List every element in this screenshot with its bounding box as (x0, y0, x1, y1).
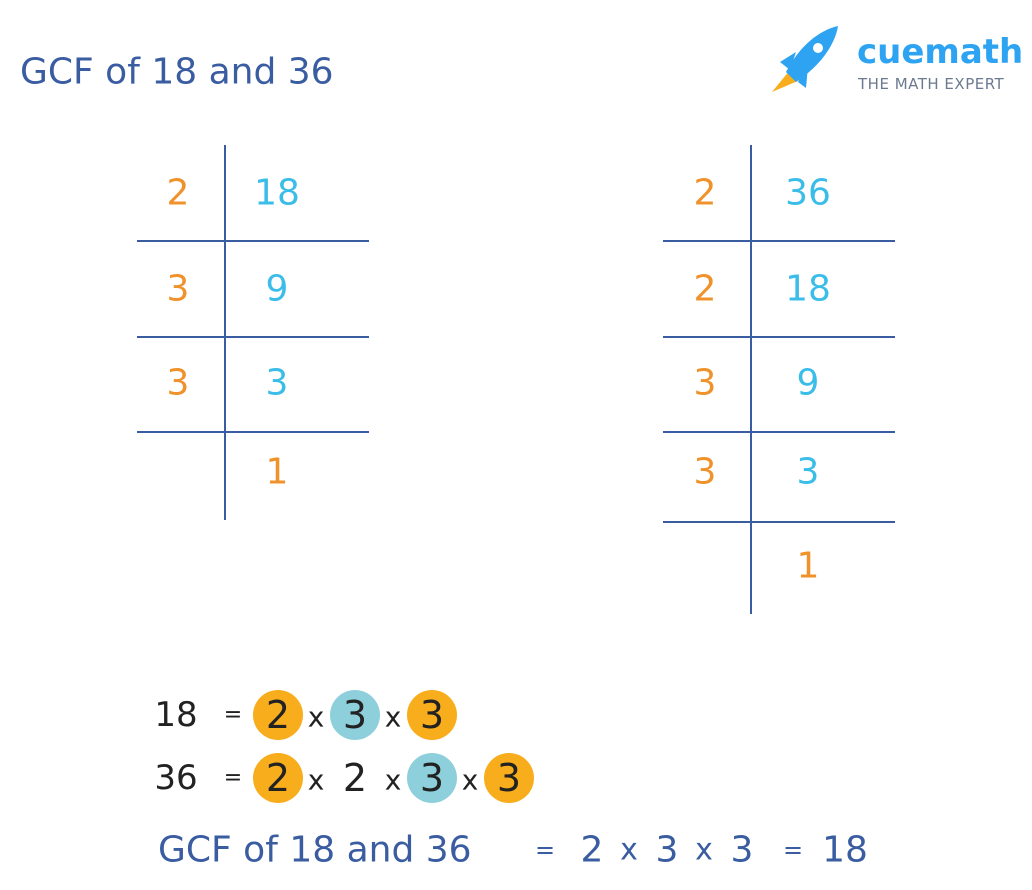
equals: = (224, 766, 242, 791)
divisor: 3 (167, 269, 190, 310)
result-factor: 2 (581, 830, 604, 871)
logo-tagline: THE MATH EXPERT (857, 75, 1005, 93)
logo: cuemath THE MATH EXPERT (772, 26, 1023, 93)
quotient: 36 (785, 173, 831, 214)
operator: x (385, 764, 402, 797)
equals: = (535, 836, 555, 864)
factor-highlight (330, 690, 380, 740)
number: 18 (154, 695, 197, 735)
divisor: 2 (694, 173, 717, 214)
operator: x (695, 833, 713, 868)
factor: 2 (343, 756, 367, 800)
quotient: 18 (254, 173, 300, 214)
operator: x (462, 764, 479, 797)
quotient: 1 (797, 546, 820, 587)
divisor: 3 (694, 363, 717, 404)
logo-name: cuemath (857, 32, 1023, 72)
equals: = (783, 836, 803, 864)
quotient: 9 (797, 363, 820, 404)
result-value: 18 (822, 830, 868, 871)
rocket-window (813, 43, 823, 53)
divisor: 2 (694, 269, 717, 310)
factor: 2 (266, 756, 290, 800)
operator: x (308, 701, 325, 734)
result-factor: 3 (731, 830, 754, 871)
result-factor: 3 (656, 830, 679, 871)
factor-highlight (484, 753, 534, 803)
factor: 3 (420, 756, 444, 800)
divisor: 2 (167, 173, 190, 214)
factor-highlight (253, 690, 303, 740)
quotient: 18 (785, 269, 831, 310)
rocket-body (786, 26, 838, 82)
factor: 2 (266, 693, 290, 737)
factor: 3 (420, 693, 444, 737)
quotient: 9 (266, 269, 289, 310)
factor-highlight (407, 690, 457, 740)
operator: x (308, 764, 325, 797)
divisor: 3 (167, 363, 190, 404)
operator: x (620, 833, 638, 868)
factor-highlight (253, 753, 303, 803)
equals: = (224, 703, 242, 728)
title: GCF of 18 and 36 (20, 52, 334, 93)
quotient: 3 (266, 363, 289, 404)
divisor: 3 (694, 452, 717, 493)
factor-highlight (407, 753, 457, 803)
factor: 3 (343, 693, 367, 737)
quotient: 1 (266, 452, 289, 493)
operator: x (385, 701, 402, 734)
quotient: 3 (797, 452, 820, 493)
factor: 3 (497, 756, 521, 800)
rocket-fins (780, 52, 808, 88)
result-label: GCF of 18 and 36 (158, 830, 472, 871)
number: 36 (154, 758, 197, 798)
